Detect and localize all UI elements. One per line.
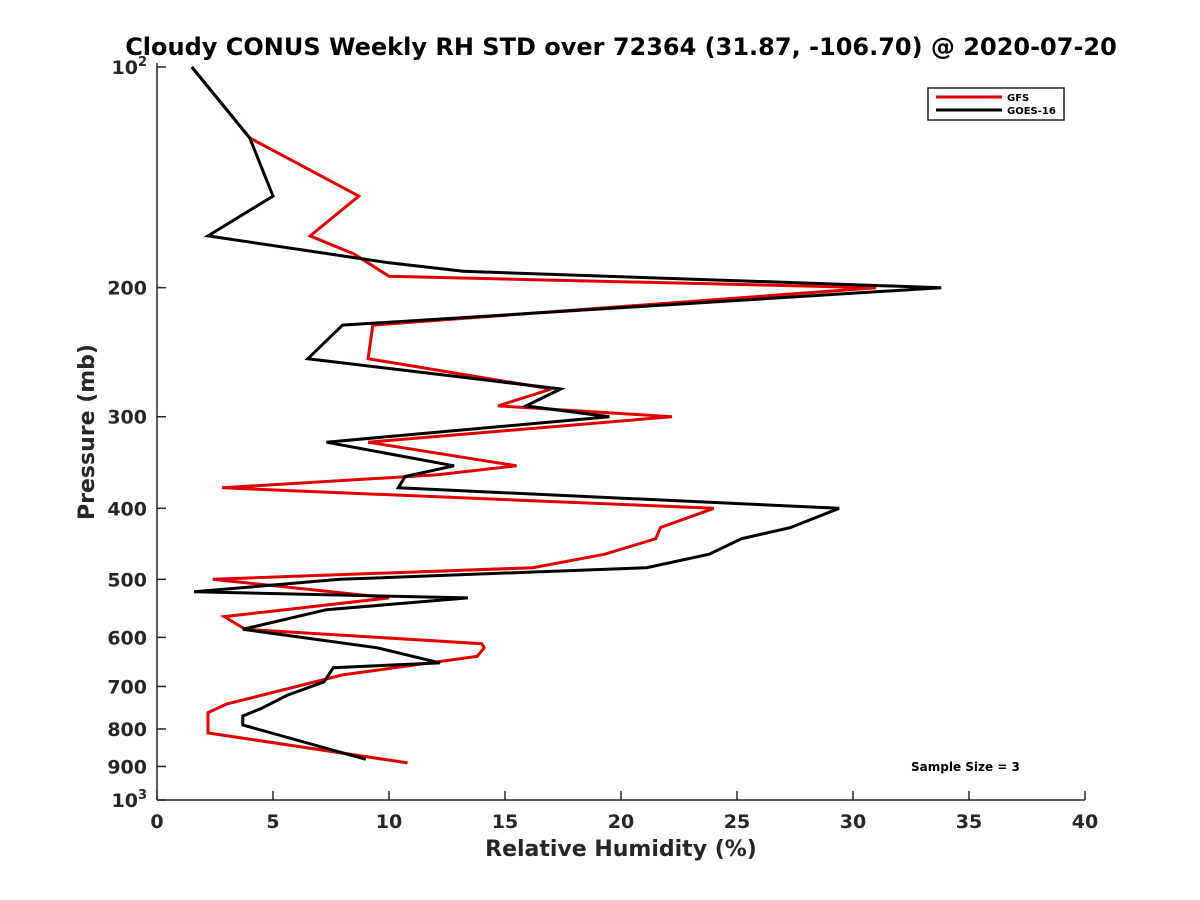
x-tick-label: 30 — [840, 811, 866, 833]
y-tick-label: 500 — [107, 569, 147, 591]
x-axis-ticks: 0 5 10 15 20 25 30 35 40 — [150, 791, 1098, 833]
y-tick-label: 900 — [107, 756, 147, 778]
x-tick-label: 35 — [956, 811, 982, 833]
y-tick-label: 400 — [107, 498, 147, 520]
series-lines — [190, 66, 942, 765]
x-tick-label: 40 — [1072, 811, 1098, 833]
x-tick-label: 5 — [266, 811, 279, 833]
chart-title: Cloudy CONUS Weekly RH STD over 72364 (3… — [125, 33, 1117, 61]
legend: GFS GOES-16 — [927, 87, 1065, 121]
y-axis-label: Pressure (mb) — [75, 344, 100, 520]
y-tick-label: 200 — [107, 278, 147, 300]
series-line-gfs — [190, 66, 877, 765]
x-tick-label: 0 — [150, 811, 163, 833]
y-tick-label: 102 — [112, 55, 148, 79]
y-tick-label: 300 — [107, 407, 147, 429]
legend-box — [927, 87, 1065, 121]
legend-label-gfs: GFS — [1007, 93, 1029, 104]
y-tick-label: 103 — [112, 788, 148, 812]
x-axis-label: Relative Humidity (%) — [485, 837, 757, 862]
y-tick-label: 700 — [107, 676, 147, 698]
x-tick-label: 20 — [608, 811, 634, 833]
x-tick-label: 10 — [376, 811, 402, 833]
y-tick-label: 600 — [107, 627, 147, 649]
series-line-goes16 — [190, 66, 942, 761]
y-axis-ticks: 102 200 300 400 500 600 700 800 900 103 — [107, 55, 166, 812]
legend-label-goes16: GOES-16 — [1007, 106, 1056, 117]
x-tick-label: 25 — [724, 811, 750, 833]
sample-size-annotation: Sample Size = 3 — [911, 760, 1020, 774]
y-tick-label: 800 — [107, 719, 147, 741]
x-tick-label: 15 — [492, 811, 518, 833]
